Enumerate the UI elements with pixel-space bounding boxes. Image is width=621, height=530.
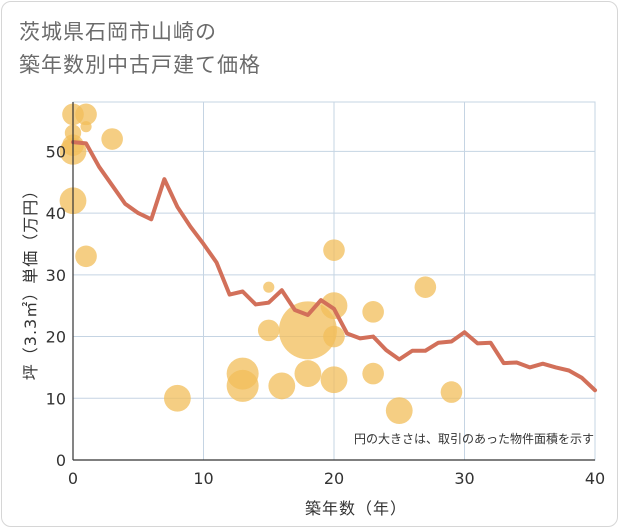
line-layer <box>71 140 597 393</box>
tick-labels: 0 10 20 30 40 0 10 20 30 40 50 <box>46 142 606 488</box>
x-tick-label: 20 <box>324 469 344 488</box>
bubble-point <box>80 121 92 133</box>
bubble-point <box>320 366 348 394</box>
axes <box>72 102 595 461</box>
chart-title-line-1: 茨城県石岡市山崎の <box>19 20 217 44</box>
bubble-point <box>385 397 413 425</box>
bubble-point <box>164 384 191 412</box>
bubble-point <box>362 362 384 385</box>
bubble-point <box>323 239 345 261</box>
bubble-point <box>323 325 345 348</box>
y-axis-label: 坪（3.3㎡）単価（万円） <box>21 182 40 380</box>
y-tick-label: 40 <box>46 204 66 223</box>
bubble-point <box>294 360 322 387</box>
y-tick-label: 50 <box>46 142 66 161</box>
bubble-point <box>263 281 275 293</box>
x-tick-label: 10 <box>193 469 213 488</box>
bubble-point <box>268 372 296 400</box>
y-tick-label: 10 <box>46 389 66 408</box>
x-axis-label: 築年数（年） <box>305 499 407 518</box>
bubble-point <box>440 381 463 403</box>
bubble-point <box>278 301 337 360</box>
x-tick-label: 0 <box>68 469 78 488</box>
bubble-point <box>257 319 280 342</box>
bubble-point <box>362 301 384 323</box>
average-price-line <box>71 140 597 393</box>
bubble-point <box>414 276 437 298</box>
grid-lines <box>72 101 596 461</box>
x-tick-label: 40 <box>585 469 605 488</box>
bubble-layer <box>59 103 463 425</box>
y-tick-label: 30 <box>46 266 66 285</box>
y-tick-label: 20 <box>46 328 66 347</box>
bubble-size-note: 円の大きさは、取引のあった物件面積を示す <box>354 431 594 446</box>
bubble-point <box>101 128 123 150</box>
bubble-point <box>226 369 259 402</box>
bubble-point <box>75 245 97 268</box>
bubble-point <box>320 292 348 320</box>
bubble-point <box>75 103 97 126</box>
x-tick-label: 30 <box>454 469 474 488</box>
chart-title: 茨城県石岡市山崎の 築年数別中古戸建て価格 <box>19 16 261 82</box>
chart-title-line-2: 築年数別中古戸建て価格 <box>19 53 261 77</box>
y-tick-label: 0 <box>56 451 66 470</box>
